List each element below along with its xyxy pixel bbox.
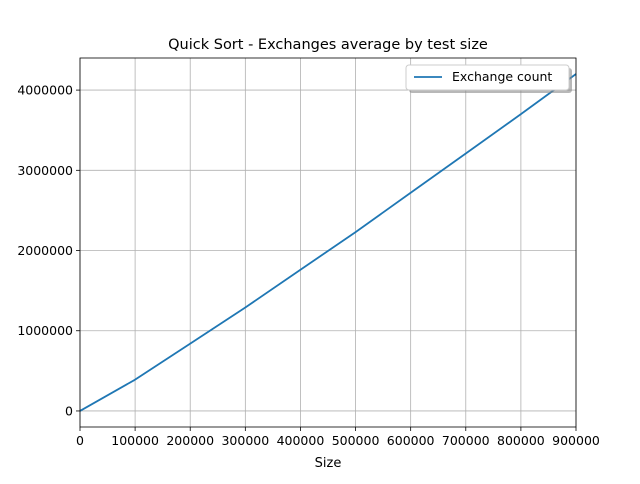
legend-box	[405, 64, 570, 91]
x-tick-label: 200000	[166, 433, 214, 448]
y-tick-label: 0	[65, 403, 73, 418]
series-layer	[79, 73, 577, 412]
y-tick-label: 2000000	[17, 243, 73, 258]
legend: Exchange count	[405, 64, 572, 93]
y-tick-label: 1000000	[17, 323, 73, 338]
x-tick-label: 300000	[221, 433, 269, 448]
x-tick-label: 700000	[442, 433, 490, 448]
y-tick-label: 3000000	[17, 163, 73, 178]
plot-area-frame	[79, 57, 577, 428]
x-tick-label: 400000	[277, 433, 325, 448]
chart-title: Quick Sort - Exchanges average by test s…	[168, 37, 488, 53]
x-axis-label: Size	[315, 456, 342, 471]
x-tick-label: 500000	[332, 433, 380, 448]
legend-label-exchange-count: Exchange count	[452, 69, 552, 84]
x-tick-label: 800000	[497, 433, 545, 448]
x-tick-label: 600000	[387, 433, 435, 448]
x-tick-label: 100000	[111, 433, 159, 448]
x-tick-label: 900000	[552, 433, 600, 448]
y-tick-label: 4000000	[17, 83, 73, 98]
series-line-0	[79, 73, 577, 412]
x-tick-label: 0	[76, 433, 84, 448]
x-axis: 0 100000 200000 300000 400000 500000 600000 700…	[76, 427, 600, 448]
y-axis: 0 1000000 2000000 3000000 4000000	[17, 83, 80, 418]
